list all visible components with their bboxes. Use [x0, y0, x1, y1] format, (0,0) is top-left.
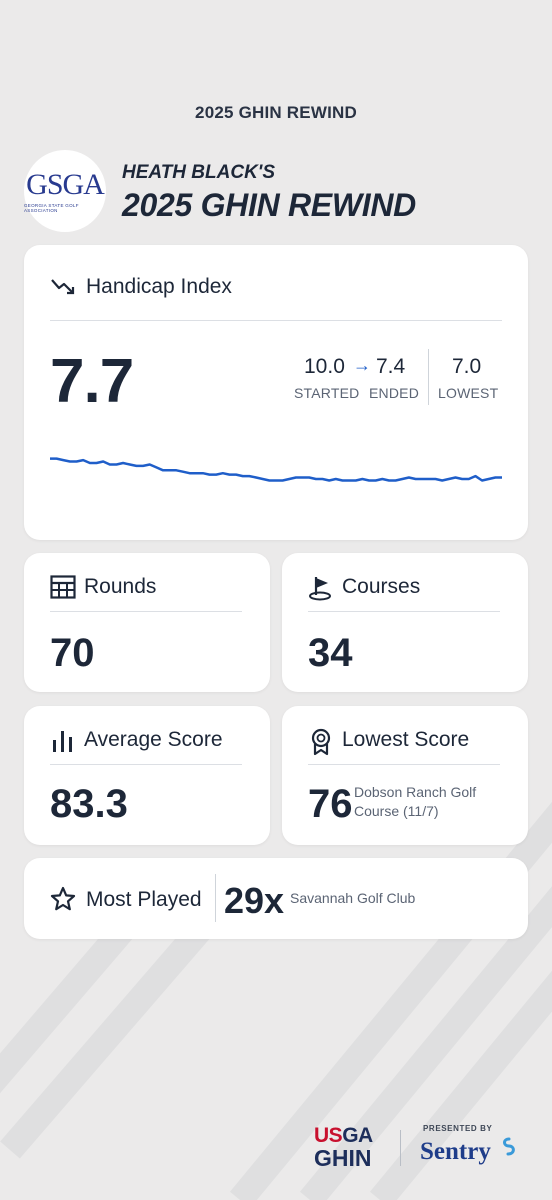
footer-logos: USGA GHIN PRESENTED BY Sentry — [310, 1120, 530, 1180]
handicap-trend-chart — [50, 457, 502, 482]
most-played-course: Savannah Golf Club — [290, 890, 416, 906]
courses-divider — [308, 611, 500, 612]
courses-card[interactable]: Courses 34 — [282, 553, 528, 692]
bar-chart-icon — [53, 731, 72, 752]
average-score-label: Average Score — [84, 728, 223, 751]
usga-ga-text: GA — [342, 1124, 373, 1147]
usga-us-text: US — [314, 1124, 343, 1147]
average-score-value: 83.3 — [50, 782, 128, 826]
sentry-swirl-icon — [503, 1137, 515, 1156]
rewind-header: GSGA GEORGIA STATE GOLF ASSOCIATION HEAT… — [24, 150, 528, 234]
average-score-card[interactable]: Average Score 83.3 — [24, 706, 270, 845]
player-name: HEATH BLACK'S — [122, 162, 275, 183]
most-played-label: Most Played — [86, 888, 202, 911]
courses-value: 34 — [308, 631, 353, 675]
lowest-score-divider — [308, 764, 500, 765]
lowest-value: 7.0 — [452, 355, 482, 378]
lowest-score-label: Lowest Score — [342, 728, 470, 751]
logo-letters: GSGA — [26, 167, 105, 201]
rewind-title: 2025 GHIN REWIND — [122, 187, 416, 223]
rounds-divider — [50, 611, 242, 612]
scorecard-icon — [50, 575, 76, 599]
lowest-score-card[interactable]: Lowest Score 76 Dobson Ranch Golf Course… — [282, 706, 528, 845]
trend-down-icon — [51, 279, 75, 295]
stats-divider — [428, 349, 429, 405]
handicap-label: Handicap Index — [86, 275, 232, 298]
handicap-trend-line — [50, 457, 502, 482]
presented-by-label: PRESENTED BY — [423, 1124, 493, 1133]
rounds-value: 70 — [50, 631, 95, 675]
sentry-logo: Sentry — [420, 1138, 491, 1165]
most-played-value: 29x — [224, 880, 285, 921]
started-label: STARTED — [294, 385, 360, 401]
lowest-score-course: Dobson Ranch Golf Course (11/7) — [354, 784, 477, 819]
handicap-divider — [50, 320, 502, 321]
star-icon — [50, 886, 76, 911]
page-title: 2025 GHIN REWIND — [195, 103, 357, 122]
rounds-label: Rounds — [84, 575, 157, 598]
ended-label: ENDED — [369, 385, 420, 401]
handicap-current: 7.7 — [50, 347, 134, 416]
logo-subtext: GEORGIA STATE GOLF ASSOCIATION — [24, 202, 79, 213]
average-score-divider — [50, 764, 242, 765]
handicap-card[interactable]: Handicap Index 7.7 10.0 → 7.4 7.0 STARTE… — [24, 245, 528, 540]
ended-value: 7.4 — [376, 355, 406, 378]
gsga-logo: GSGA GEORGIA STATE GOLF ASSOCIATION — [24, 150, 106, 232]
started-value: 10.0 — [304, 355, 345, 378]
usga-logo: USGA — [314, 1124, 373, 1148]
lowest-score-value: 76 — [308, 782, 353, 826]
arrow-right-icon: → — [353, 355, 371, 375]
lowest-label: LOWEST — [438, 385, 499, 401]
most-played-card[interactable]: Most Played 29x Savannah Golf Club — [24, 858, 528, 939]
rounds-card[interactable]: Rounds 70 — [24, 553, 270, 692]
ghin-logo: GHIN — [314, 1145, 372, 1171]
footer-divider — [400, 1130, 401, 1166]
most-played-divider — [215, 874, 216, 922]
flag-icon — [309, 577, 331, 601]
award-icon — [311, 728, 331, 756]
courses-label: Courses — [342, 575, 421, 598]
